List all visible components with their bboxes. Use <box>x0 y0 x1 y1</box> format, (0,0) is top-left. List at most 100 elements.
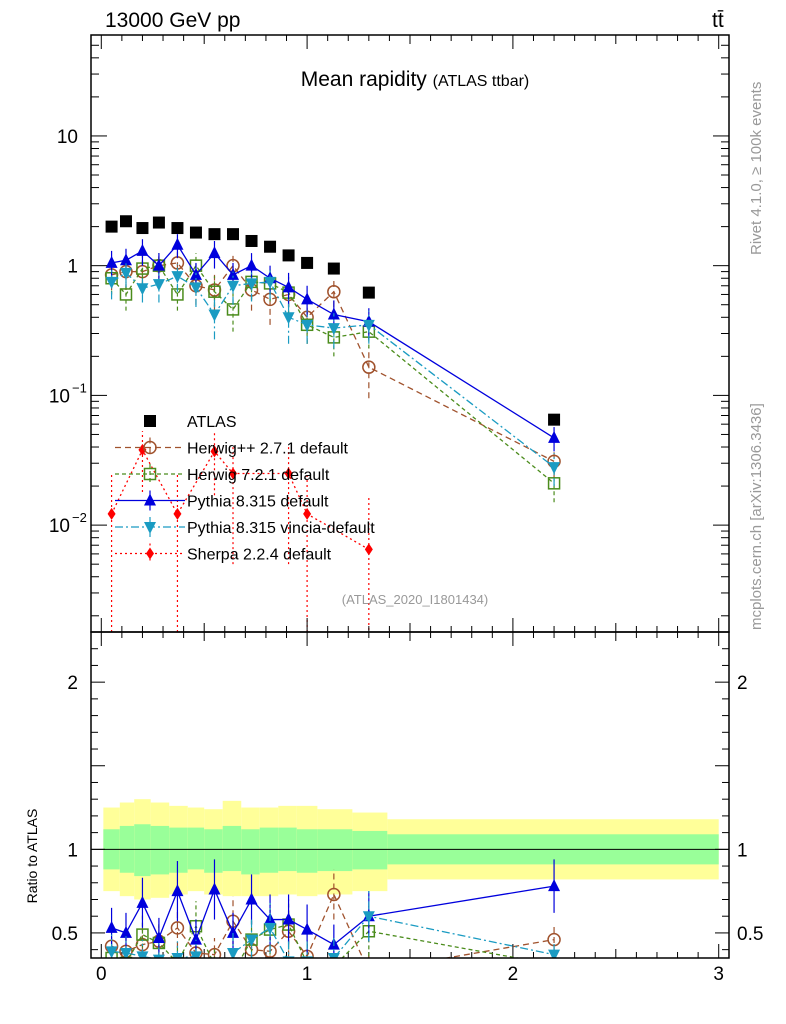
legend-marker <box>146 547 154 560</box>
ratio-point <box>362 911 375 924</box>
band-inner-bin <box>204 829 223 873</box>
legend-marker <box>143 467 157 481</box>
ratio-series-3 <box>105 859 561 958</box>
ratio-y-tick-label: 2 <box>67 673 78 694</box>
data-point <box>208 285 221 298</box>
process-label: tt̄ <box>712 9 724 32</box>
ratio-point <box>548 879 561 892</box>
band-inner-bin <box>241 829 260 875</box>
data-point <box>136 222 149 235</box>
x-tick-label: 3 <box>713 964 724 985</box>
series-0 <box>105 215 561 426</box>
y-tick-label: 10 <box>49 386 70 407</box>
data-point <box>301 256 314 269</box>
ratio-point <box>327 887 341 902</box>
ratio-panel: 0 1 2 3 0.5 0.5 1 1 2 2 <box>52 631 763 985</box>
band-inner-bin <box>187 827 205 870</box>
data-point <box>364 543 373 556</box>
ratio-point <box>227 925 240 938</box>
y-tick-label: 10 <box>49 516 70 537</box>
data-point <box>301 319 314 332</box>
legend: ATLAS Herwig++ 2.7.1 default Herwig 7.2.1 … <box>115 414 375 564</box>
data-point <box>282 249 295 262</box>
legend-entry: ATLAS <box>144 414 237 431</box>
data-point <box>171 237 184 250</box>
ratio-y-tick-label-right: 0.5 <box>737 924 763 945</box>
ratio-point <box>327 953 340 958</box>
legend-label: Pythia 8.315 default <box>187 494 329 511</box>
main-plot-area <box>104 215 561 632</box>
data-point <box>229 467 238 480</box>
ratio-point <box>227 947 240 958</box>
band-inner-bin <box>150 825 170 875</box>
band-inner-bin <box>134 824 151 877</box>
ratio-y-tick-label-right: 2 <box>737 673 748 694</box>
legend-label: ATLAS <box>187 414 237 431</box>
plot-title-main: Mean rapidity <box>301 68 428 91</box>
data-point <box>303 507 312 520</box>
ratio-point <box>245 934 258 947</box>
data-point <box>105 276 118 289</box>
ratio-point <box>171 884 184 897</box>
data-point <box>282 312 295 325</box>
band-inner-bin <box>169 827 188 873</box>
rivet-label: Rivet 4.1.0, ≥ 100k events <box>748 82 765 255</box>
data-point <box>227 228 240 241</box>
data-point <box>189 226 202 239</box>
ratio-point <box>105 920 118 933</box>
ratio-point <box>171 956 184 958</box>
data-point <box>136 283 149 296</box>
band-inner-bin <box>222 825 242 872</box>
ratio-y-tick-label-right: 1 <box>737 840 748 861</box>
data-point <box>208 309 221 322</box>
legend-entry: Sherpa 2.2.4 default <box>115 543 332 564</box>
data-point <box>227 267 240 280</box>
legend-marker <box>144 415 156 427</box>
plot-title-sub: (ATLAS ttbar) <box>433 73 530 90</box>
ratio-point <box>136 895 149 908</box>
legend-entry: Pythia 8.315 vincia-default <box>115 517 375 537</box>
series-line <box>110 448 370 550</box>
site-label: mcplots.cern.ch [arXiv:1306.3436] <box>748 403 765 630</box>
ratio-point <box>209 959 220 970</box>
series-5 <box>107 431 373 632</box>
y-tick-label-exponent: −2 <box>72 510 87 525</box>
ratio-point <box>208 882 221 895</box>
data-point <box>171 271 184 284</box>
data-point <box>171 222 184 235</box>
data-point <box>227 280 240 293</box>
data-point <box>327 323 340 336</box>
ratio-point <box>301 922 314 935</box>
data-point <box>152 258 165 271</box>
ratio-point <box>282 912 295 925</box>
legend-label: Herwig++ 2.7.1 default <box>187 441 349 458</box>
data-point <box>173 507 182 520</box>
series-line <box>111 262 555 462</box>
legend-marker <box>144 522 156 534</box>
data-point <box>245 234 258 247</box>
band-inner-bin <box>317 829 353 872</box>
ratio-y-tick-label: 0.5 <box>52 924 78 945</box>
main-frame <box>90 34 730 633</box>
legend-label: Sherpa 2.2.4 default <box>187 547 332 564</box>
ratio-point <box>228 968 239 979</box>
y-tick-label: 10 <box>57 127 78 148</box>
data-point <box>136 243 149 256</box>
data-point <box>119 253 132 266</box>
data-point <box>210 445 219 458</box>
data-point <box>152 279 165 292</box>
data-point <box>362 286 375 299</box>
legend-entry: Pythia 8.315 default <box>115 490 329 511</box>
data-point <box>105 255 118 268</box>
legend-entry: Herwig 7.2.1 default <box>115 464 330 484</box>
data-point <box>362 360 376 374</box>
band-inner-bin <box>259 827 279 873</box>
ratio-point <box>105 946 118 958</box>
data-point <box>245 258 258 271</box>
energy-label: 13000 GeV pp <box>105 9 240 32</box>
data-point <box>327 262 340 275</box>
x-tick-label: 2 <box>508 964 519 985</box>
ratio-point <box>363 965 375 977</box>
